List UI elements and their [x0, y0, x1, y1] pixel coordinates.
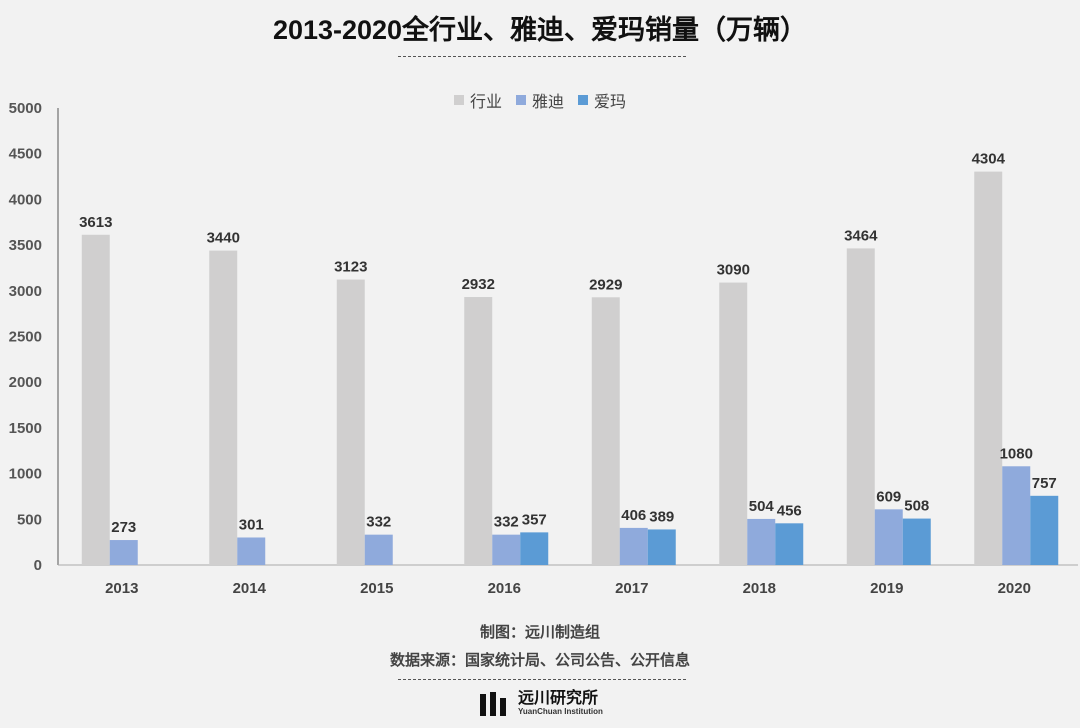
y-tick-label: 5000: [9, 100, 42, 117]
bar-yadea-2013: [109, 540, 138, 565]
data-label-yadea-2017: 406: [621, 507, 646, 524]
bar-industry-2019: [846, 248, 875, 566]
data-label-aima-2017: 389: [649, 508, 674, 525]
legend-label-industry: 行业: [469, 94, 502, 111]
data-label-industry-2016: 2932: [462, 276, 495, 293]
legend-label-aima: 爱玛: [594, 94, 627, 111]
bar-aima-2018: [775, 523, 804, 565]
x-tick-label: 2014: [233, 580, 267, 597]
data-label-industry-2018: 3090: [717, 262, 750, 279]
x-tick-label: 2019: [870, 580, 903, 597]
legend-swatch-aima: [578, 95, 588, 105]
x-tick-label: 2017: [615, 580, 648, 597]
data-label-yadea-2018: 504: [749, 498, 775, 515]
data-label-industry-2020: 4304: [972, 151, 1006, 168]
chart-title: 2013-2020全行业、雅迪、爱玛销量（万辆）: [272, 15, 808, 45]
x-tick-label: 2020: [998, 580, 1031, 597]
y-tick-label: 500: [17, 511, 42, 528]
bar-yadea-2015: [364, 534, 393, 565]
y-tick-label: 3500: [9, 237, 42, 254]
chart-legend: 行业 雅迪 爱玛: [0, 88, 1080, 112]
y-tick-label: 2000: [9, 374, 42, 391]
bar-aima-2019: [902, 518, 931, 565]
bar-aima-2016: [520, 532, 549, 565]
x-tick-label: 2015: [360, 580, 393, 597]
data-label-industry-2017: 2929: [589, 276, 622, 293]
data-label-yadea-2015: 332: [366, 514, 391, 531]
bar-yadea-2016: [492, 534, 521, 565]
legend-item-industry: 行业: [453, 88, 502, 112]
bar-industry-2020: [974, 171, 1003, 566]
bar-industry-2018: [719, 282, 748, 565]
bar-aima-2020: [1030, 495, 1059, 565]
bar-industry-2013: [81, 234, 110, 566]
bar-industry-2017: [591, 297, 620, 565]
data-label-industry-2014: 3440: [207, 230, 240, 247]
data-label-aima-2020: 757: [1032, 475, 1057, 492]
bar-aima-2017: [647, 529, 676, 565]
data-label-industry-2015: 3123: [334, 259, 367, 276]
legend-swatch-yadea: [515, 95, 526, 105]
bar-yadea-2017: [619, 527, 648, 565]
logo-name-cn: 远川研究所: [518, 690, 599, 707]
bar-industry-2015: [336, 279, 365, 565]
chart-credit: 制图：远川制造组: [479, 624, 600, 641]
x-tick-label: 2013: [105, 580, 138, 597]
y-tick-label: 4500: [9, 146, 42, 163]
yuanchuan-logo-icon: [480, 692, 506, 716]
y-tick-label: 2500: [9, 329, 42, 346]
legend-item-aima: 爱玛: [578, 88, 626, 112]
data-label-aima-2018: 456: [777, 502, 802, 519]
footer-divider: [398, 679, 686, 680]
bar-yadea-2018: [747, 518, 776, 565]
data-label-industry-2019: 3464: [844, 227, 878, 244]
x-tick-label: 2016: [488, 580, 521, 597]
logo-name-en: YuanChuan Institution: [518, 707, 603, 716]
legend-label-yadea: 雅迪: [531, 94, 564, 111]
y-tick-label: 1500: [9, 420, 42, 437]
title-divider: [398, 56, 686, 57]
y-tick-label: 3000: [9, 283, 42, 300]
data-label-aima-2016: 357: [522, 511, 547, 528]
data-label-yadea-2019: 609: [876, 488, 901, 505]
bar-yadea-2019: [874, 509, 903, 565]
data-label-industry-2013: 3613: [79, 214, 112, 231]
y-tick-label: 0: [34, 557, 42, 574]
y-tick-label: 1000: [9, 466, 42, 483]
bar-industry-2016: [464, 297, 493, 565]
bar-industry-2014: [209, 250, 238, 566]
data-source: 数据来源：国家统计局、公司公告、公开信息: [389, 652, 690, 669]
data-label-yadea-2016: 332: [494, 514, 519, 531]
data-label-yadea-2020: 1080: [1000, 445, 1033, 462]
legend-item-yadea: 雅迪: [515, 88, 564, 112]
yuanchuan-logo: 远川研究所 YuanChuan Institution: [478, 690, 603, 718]
x-tick-label: 2018: [743, 580, 776, 597]
legend-swatch-industry: [453, 95, 464, 105]
bar-yadea-2014: [237, 537, 266, 565]
y-tick-label: 4000: [9, 191, 42, 208]
data-label-yadea-2014: 301: [239, 516, 264, 533]
bar-yadea-2020: [1002, 466, 1031, 565]
bar-chart: 0 500 1000 1500 2000 2500 3000 3500 4000 4500 5000…: [9, 100, 1078, 597]
data-label-aima-2019: 508: [904, 498, 929, 515]
data-label-yadea-2013: 273: [111, 519, 136, 536]
